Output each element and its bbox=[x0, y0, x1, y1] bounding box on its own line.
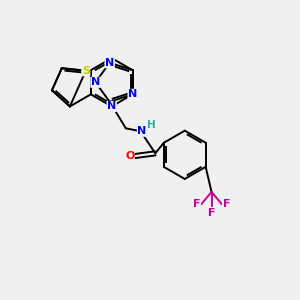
Text: S: S bbox=[82, 66, 90, 76]
Text: F: F bbox=[223, 199, 230, 209]
Text: F: F bbox=[193, 199, 200, 209]
Text: N: N bbox=[128, 89, 137, 99]
Text: N: N bbox=[105, 58, 114, 68]
Text: N: N bbox=[137, 126, 147, 136]
Text: H: H bbox=[146, 120, 155, 130]
Text: N: N bbox=[91, 77, 100, 87]
Text: N: N bbox=[107, 101, 116, 111]
Text: F: F bbox=[208, 208, 215, 218]
Text: O: O bbox=[125, 151, 134, 161]
